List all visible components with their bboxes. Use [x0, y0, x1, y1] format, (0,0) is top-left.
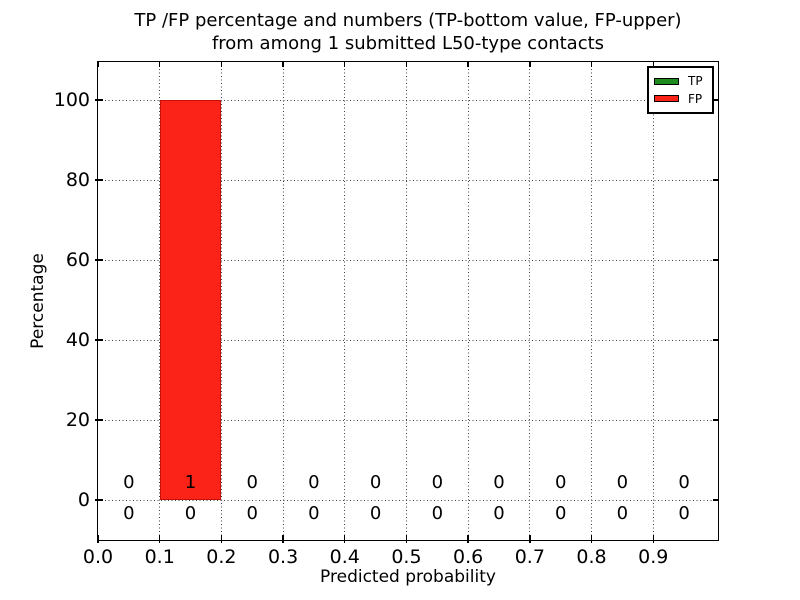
y-gridline [98, 179, 718, 181]
y-tick [713, 499, 718, 501]
y-tick [713, 419, 718, 421]
x-tick [590, 62, 593, 67]
x-tick [467, 62, 469, 67]
x-tick-label: 0.3 [267, 546, 299, 568]
tp-count-label: 0 [308, 503, 320, 524]
x-gridline [529, 62, 531, 540]
legend: TP FP [647, 66, 714, 114]
tp-legend-label: TP [688, 74, 703, 89]
x-gridline [591, 62, 593, 540]
tp-count-label: 0 [123, 503, 135, 524]
y-gridline [98, 339, 718, 341]
x-tick [220, 535, 223, 543]
x-tick [282, 535, 284, 543]
x-gridline [282, 62, 284, 540]
y-tick [95, 259, 103, 261]
tp-count-label: 0 [369, 503, 382, 524]
fp-legend-swatch [654, 95, 679, 103]
x-tick [652, 62, 654, 67]
y-tick-label: 20 [65, 409, 90, 431]
tp-count-label: 0 [616, 503, 629, 524]
x-axis-label: Predicted probability [320, 567, 496, 587]
fp-count-label: 1 [184, 472, 197, 493]
fp-count-label: 0 [369, 472, 382, 493]
fp-count-label: 0 [678, 472, 690, 493]
x-tick [652, 535, 654, 543]
fp-count-label: 0 [554, 472, 567, 493]
y-gridline [98, 419, 718, 421]
x-tick-label: 0.4 [329, 546, 360, 568]
tp-count-label: 0 [493, 503, 505, 524]
x-tick [158, 535, 161, 543]
x-tick-label: 0.1 [144, 546, 175, 568]
y-tick [713, 259, 718, 261]
chart-title-line1: TP /FP percentage and numbers (TP-bottom… [134, 10, 682, 31]
y-tick [95, 179, 103, 181]
legend-entry-tp: TP [654, 75, 707, 87]
y-tick-label: 60 [65, 249, 90, 271]
fp-bar [159, 100, 222, 500]
tp-count-label: 0 [246, 503, 258, 524]
x-tick-label: 0.8 [576, 546, 607, 568]
x-tick-label: 0.7 [514, 546, 545, 568]
y-gridline [98, 499, 718, 501]
x-gridline [405, 62, 407, 540]
x-tick-label: 0.5 [391, 546, 422, 568]
x-tick-label: 0.2 [206, 546, 237, 568]
tp-legend-swatch [654, 77, 679, 85]
tp-count-label: 0 [184, 503, 197, 524]
x-gridline [220, 62, 222, 540]
y-tick [95, 99, 103, 101]
x-tick [344, 535, 346, 543]
x-tick-label: 0.6 [453, 546, 484, 568]
y-tick [713, 339, 718, 341]
x-tick [220, 62, 223, 67]
fp-count-label: 0 [616, 472, 629, 493]
y-tick-label: 80 [65, 169, 90, 191]
y-gridline [98, 259, 718, 261]
x-tick [467, 535, 469, 543]
plot-area [97, 61, 719, 541]
chart-title-line2: from among 1 submitted L50-type contacts [211, 33, 605, 54]
tp-count-label: 0 [431, 503, 444, 524]
x-tick [405, 535, 408, 543]
tp-count-label: 0 [554, 503, 567, 524]
x-tick [97, 62, 99, 67]
x-tick-label: 0.0 [82, 546, 114, 568]
y-tick [713, 179, 718, 181]
fp-legend-label: FP [688, 91, 703, 106]
fp-count-label: 0 [431, 472, 444, 493]
fp-count-label: 0 [493, 472, 505, 493]
x-gridline [652, 62, 654, 540]
y-tick [95, 339, 103, 341]
y-gridline [98, 99, 718, 101]
legend-entry-fp: FP [654, 93, 707, 105]
x-tick [282, 62, 284, 67]
x-tick [97, 535, 99, 543]
x-gridline [467, 62, 469, 540]
fp-count-label: 0 [246, 472, 258, 493]
y-tick-label: 100 [53, 89, 90, 111]
x-tick [529, 62, 531, 67]
y-tick [95, 499, 103, 501]
chart-title: TP /FP percentage and numbers (TP-bottom… [134, 9, 681, 55]
fp-count-label: 0 [308, 472, 320, 493]
x-tick [405, 62, 408, 67]
y-tick [95, 419, 103, 421]
x-tick [344, 62, 346, 67]
y-tick-label: 0 [77, 489, 90, 511]
tp-count-label: 0 [678, 503, 690, 524]
y-tick [713, 99, 718, 101]
x-gridline [344, 62, 346, 540]
x-tick-label: 0.9 [638, 546, 669, 568]
fp-count-label: 0 [123, 472, 135, 493]
x-tick [158, 62, 161, 67]
x-tick [590, 535, 593, 543]
x-tick [529, 535, 531, 543]
y-tick-label: 40 [65, 329, 90, 351]
